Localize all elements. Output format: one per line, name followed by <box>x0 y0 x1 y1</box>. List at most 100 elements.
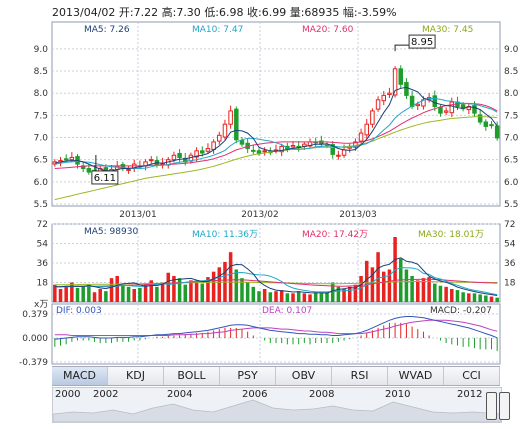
volume-bar <box>364 260 369 302</box>
volume-bar <box>217 267 222 302</box>
low-point-box <box>91 170 119 185</box>
tab-obv[interactable]: OBV <box>276 367 332 385</box>
volume-bar <box>98 289 102 302</box>
candle-body <box>370 110 375 125</box>
volume-bar <box>359 276 363 302</box>
macd-axis-tick: -0.379 <box>19 358 48 368</box>
tab-wvad[interactable]: WVAD <box>388 367 444 385</box>
price-axis-tick: 7.0 <box>504 134 519 144</box>
volume-ma10-line <box>54 267 498 296</box>
volume-bar <box>211 271 216 302</box>
price-axis-tick: 8.0 <box>34 89 49 99</box>
candle-body <box>239 140 245 145</box>
price-axis-tick: 9.0 <box>504 45 519 55</box>
candle-body <box>256 150 262 154</box>
tab-cci[interactable]: CCI <box>444 367 500 385</box>
tab-psy[interactable]: PSY <box>220 367 276 385</box>
volume-bar <box>262 289 267 302</box>
candle-body <box>364 123 369 136</box>
timeline-year: 2002 <box>93 389 119 400</box>
candle-body <box>194 150 199 158</box>
volume-bar <box>75 287 80 302</box>
candle-body <box>217 134 222 142</box>
volume-bar <box>353 284 358 302</box>
volume-bar <box>427 277 431 302</box>
candle-body <box>228 110 233 125</box>
volume-ma5-line <box>54 257 498 296</box>
timeline-right-handle[interactable] <box>499 392 510 420</box>
tab-rsi[interactable]: RSI <box>332 367 388 385</box>
price-ma10-legend: MA10: 7.47 <box>192 25 244 35</box>
volume-bar <box>296 291 301 302</box>
tab-kdj[interactable]: KDJ <box>108 367 164 385</box>
volume-bar <box>183 284 188 302</box>
high-point-box <box>408 34 436 49</box>
candle-body <box>438 106 443 114</box>
volume-bar <box>228 252 233 302</box>
candle-body <box>211 141 216 150</box>
volume-bar <box>325 292 329 302</box>
volume-bar <box>138 287 142 302</box>
candle-body <box>63 158 69 161</box>
timeline-year: 2006 <box>242 389 268 400</box>
macd-dif-line <box>54 316 498 340</box>
volume-axis-tick: 72 <box>37 220 48 230</box>
candle-body <box>381 94 387 102</box>
timeline-year: 2000 <box>55 389 81 400</box>
volume-bar <box>444 286 448 302</box>
volume-bar <box>285 293 290 302</box>
macd-dea-legend: DEA: 0.107 <box>262 306 313 316</box>
volume-axis-tick: 72 <box>504 220 515 230</box>
volume-bar <box>472 293 477 302</box>
volume-bar <box>200 283 205 302</box>
low-point-label: 6.11 <box>94 173 116 184</box>
volume-bar <box>381 271 386 302</box>
high-point-pointer <box>394 44 410 52</box>
volume-bar <box>404 269 409 302</box>
volume-bar <box>64 286 68 302</box>
tab-macd[interactable]: MACD <box>52 367 108 385</box>
macd-value-legend: MACD: -0.207 <box>430 306 492 316</box>
price-ma5-legend: MA5: 7.26 <box>84 25 130 35</box>
volume-bar <box>433 283 437 302</box>
volume-bar <box>489 296 494 302</box>
price-date-label: 2013/01 <box>119 210 156 220</box>
candle-body <box>415 103 421 107</box>
candle-body <box>262 150 267 153</box>
quote-close: 收:6.99 <box>247 6 287 19</box>
price-axis-tick: 8.5 <box>34 67 48 77</box>
timeline-year: 2004 <box>167 389 193 400</box>
candle-body <box>358 132 364 142</box>
volume-bar <box>172 276 176 302</box>
candle-body <box>489 124 494 127</box>
candle-body <box>375 99 381 110</box>
tab-boll[interactable]: BOLL <box>164 367 220 385</box>
volume-bar <box>376 252 380 302</box>
volume-bar <box>421 278 426 302</box>
volume-bar <box>336 286 341 302</box>
volume-bar <box>206 277 210 302</box>
candle-body <box>341 149 347 156</box>
volume-bar <box>109 278 114 302</box>
volume-bar <box>274 291 278 302</box>
volume-bar <box>461 292 465 302</box>
candle-body <box>392 68 398 96</box>
timeline-navigator[interactable]: 2000 2002 2004 2006 2008 2010 2012 <box>52 387 502 423</box>
volume-axis-tick: 18 <box>37 279 49 289</box>
volume-bar <box>370 267 375 302</box>
quote-volume: 量:68935 <box>289 6 340 19</box>
volume-bar <box>251 286 256 302</box>
timeline-year: 2008 <box>309 389 335 400</box>
volume-bar <box>53 284 57 302</box>
timeline-left-handle[interactable] <box>486 392 497 420</box>
volume-bar <box>189 280 193 302</box>
price-axis-tick: 5.5 <box>504 200 518 210</box>
candle-body <box>398 68 404 85</box>
volume-bar <box>342 289 346 302</box>
macd-dea-line <box>54 319 498 336</box>
indicator-tabs: MACD KDJ BOLL PSY OBV RSI WVAD CCI <box>52 366 500 386</box>
volume-bar <box>166 272 171 302</box>
price-axis-tick: 6.5 <box>34 156 48 166</box>
volume-bar <box>455 290 460 302</box>
